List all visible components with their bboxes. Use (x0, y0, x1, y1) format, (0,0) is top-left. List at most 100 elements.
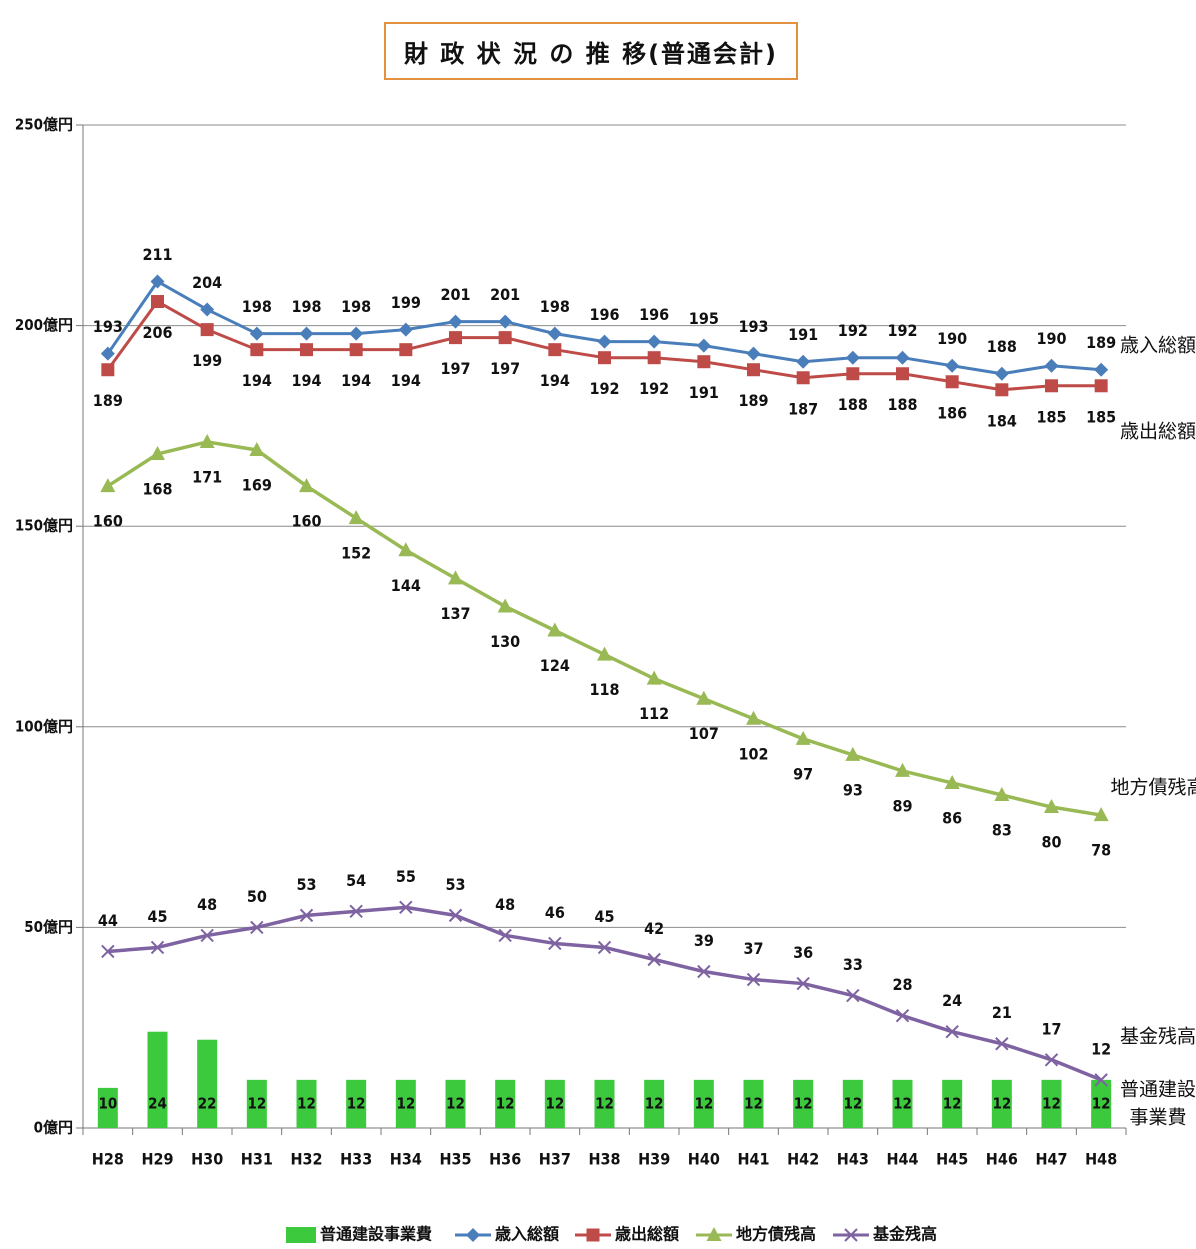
point (1044, 799, 1059, 814)
point (100, 346, 115, 361)
point (300, 343, 313, 357)
point (150, 445, 165, 460)
data-label: 45 (594, 907, 614, 926)
point (399, 343, 413, 357)
bar-data-label: 12 (694, 1095, 713, 1113)
data-label: 193 (738, 317, 768, 336)
point (299, 908, 314, 923)
point (945, 358, 960, 373)
bar-data-label: 24 (148, 1095, 167, 1113)
bar (842, 1079, 863, 1128)
data-label: 192 (887, 321, 917, 340)
point (746, 346, 761, 361)
data-label: 102 (738, 744, 768, 763)
bar (544, 1079, 565, 1128)
point (746, 972, 761, 987)
data-label: 169 (242, 475, 272, 494)
data-label: 196 (589, 305, 619, 324)
data-label: 33 (843, 955, 863, 974)
data-label: 198 (341, 297, 371, 316)
point (548, 936, 562, 951)
point (249, 441, 265, 456)
point (945, 1025, 959, 1039)
point (895, 1008, 910, 1023)
point (1094, 379, 1108, 393)
point (449, 331, 462, 345)
point (547, 622, 563, 637)
bar-data-label: 12 (595, 1095, 614, 1113)
y-tick-label: 0億円 (34, 1119, 73, 1137)
x-tick-label: H40 (688, 1150, 720, 1169)
data-label: 86 (942, 808, 962, 827)
data-label: 194 (391, 371, 421, 390)
data-label: 187 (788, 399, 818, 418)
bar-data-label: 12 (297, 1095, 316, 1113)
point (696, 338, 711, 353)
series-end-label: 事業費 (1129, 1107, 1186, 1129)
data-label: 188 (887, 395, 917, 414)
data-label: 188 (838, 395, 868, 414)
series-end-label: 普通建設 (1120, 1079, 1196, 1101)
bar-data-label: 12 (247, 1095, 266, 1113)
point (398, 322, 413, 337)
data-label: 197 (440, 359, 470, 378)
point (846, 988, 860, 1003)
data-label: 194 (242, 371, 272, 390)
bar-data-label: 12 (645, 1095, 664, 1113)
point (846, 367, 860, 381)
legend-label: 基金残高 (872, 1225, 937, 1244)
data-label: 168 (142, 479, 172, 498)
point (151, 295, 164, 309)
data-label: 194 (291, 371, 321, 390)
bar (644, 1079, 665, 1128)
data-label: 12 (1091, 1039, 1111, 1058)
bar-data-label: 12 (1092, 1095, 1111, 1113)
bar-data-label: 10 (98, 1095, 117, 1113)
point (994, 366, 1009, 381)
bar (246, 1079, 267, 1128)
data-label: 190 (937, 329, 967, 348)
bar (296, 1079, 317, 1128)
point (199, 433, 215, 448)
y-tick-label: 200億円 (15, 316, 73, 334)
x-tick-label: H36 (489, 1150, 521, 1169)
point (696, 690, 712, 705)
data-label: 48 (495, 895, 515, 914)
point (795, 730, 811, 745)
bar-data-label: 12 (347, 1095, 366, 1113)
data-label: 198 (291, 297, 321, 316)
y-tick-label: 150億円 (15, 517, 73, 535)
data-label: 112 (639, 704, 669, 723)
point (249, 326, 264, 341)
x-tick-label: H45 (936, 1150, 968, 1169)
x-tick-label: H41 (737, 1150, 769, 1169)
bar (991, 1079, 1012, 1128)
point (399, 900, 413, 915)
x-tick-label: H42 (787, 1150, 819, 1169)
data-label: 93 (843, 780, 863, 799)
data-label: 39 (694, 931, 714, 950)
bar (594, 1079, 615, 1128)
point (548, 343, 562, 357)
data-label: 198 (540, 297, 570, 316)
data-label: 186 (937, 403, 967, 422)
data-label: 192 (838, 321, 868, 340)
point (299, 478, 314, 493)
x-tick-label: H46 (986, 1150, 1018, 1169)
data-label: 211 (142, 245, 172, 264)
bar-data-label: 12 (992, 1095, 1011, 1113)
data-label: 198 (242, 297, 272, 316)
point (845, 746, 861, 761)
bar-data-label: 12 (396, 1095, 415, 1113)
bar (693, 1079, 714, 1128)
bar (743, 1079, 764, 1128)
data-label: 185 (1086, 407, 1116, 426)
data-label: 160 (291, 512, 321, 531)
bar (1041, 1079, 1062, 1128)
data-label: 192 (589, 379, 619, 398)
x-tick-label: H39 (638, 1150, 670, 1169)
bar-data-label: 12 (843, 1095, 862, 1113)
data-label: 194 (341, 371, 371, 390)
bar-data-label: 12 (744, 1095, 763, 1113)
